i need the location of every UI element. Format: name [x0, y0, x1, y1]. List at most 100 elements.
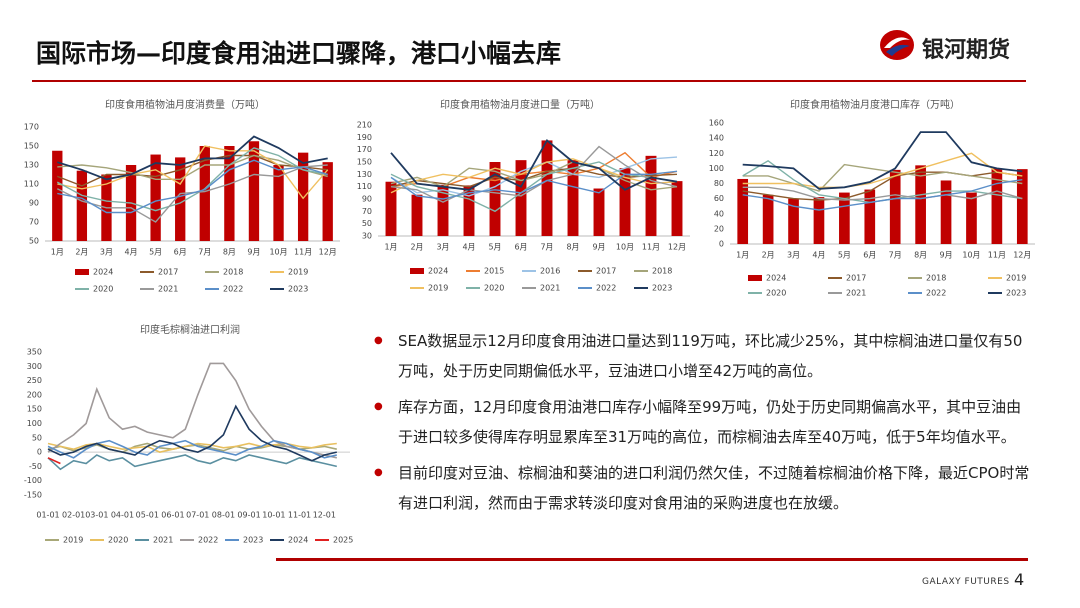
y-tick-label: 130	[357, 170, 372, 179]
x-tick-label: 8月	[914, 251, 927, 260]
y-tick-label: 50	[362, 219, 372, 228]
legend-label: 2020	[484, 284, 504, 293]
bar	[671, 181, 683, 236]
x-tick-label: 9月	[592, 243, 605, 252]
bar	[915, 165, 926, 244]
x-tick-label: 10月	[269, 248, 287, 257]
bar	[463, 185, 475, 236]
legend-label: 2024	[288, 536, 308, 545]
logo-text: 银河期货	[922, 38, 1011, 63]
x-tick-label: 02-01	[62, 511, 85, 520]
line-series	[47, 362, 337, 459]
x-tick-label: 6月	[863, 251, 876, 260]
x-tick-label: 05-01	[136, 511, 159, 520]
bar	[515, 160, 527, 236]
y-tick-label: 100	[27, 419, 42, 428]
line-series	[390, 158, 678, 194]
legend-label: 2020	[108, 536, 128, 545]
y-tick-label: 150	[357, 158, 372, 167]
y-tick-label: 130	[24, 161, 39, 170]
bullet-list: SEA数据显示12月印度食用油进口量达到119万吨，环比减少25%，其中棕榈油进…	[372, 326, 1034, 524]
x-tick-label: 04-01	[111, 511, 134, 520]
x-tick-label: 12月	[668, 243, 686, 252]
legend-label: 2022	[198, 536, 218, 545]
bar	[273, 165, 284, 241]
x-tick-label: 03-01	[85, 511, 108, 520]
y-tick-label: 30	[362, 232, 372, 241]
x-tick-label: 10月	[616, 243, 634, 252]
bar	[385, 181, 397, 236]
x-tick-label: 3月	[100, 248, 113, 257]
y-tick-label: 0	[719, 240, 724, 249]
legend-swatch	[410, 268, 424, 274]
bar	[175, 157, 186, 241]
legend-label: 2018	[652, 267, 672, 276]
legend-label: 2022	[596, 284, 616, 293]
y-tick-label: -50	[29, 462, 42, 471]
bar	[813, 197, 825, 244]
legend-label: 2025	[333, 536, 353, 545]
line-series	[742, 186, 1023, 201]
x-tick-label: 09-01	[237, 511, 260, 520]
y-tick-label: 350	[27, 348, 42, 357]
legend-label: 2017	[596, 267, 616, 276]
y-tick-label: -150	[24, 491, 42, 500]
line-series	[57, 135, 328, 181]
line-series	[57, 145, 329, 200]
bullet: 库存方面，12月印度食用油港口库存小幅降至99万吨，仍处于历史同期偏高水平，其中…	[372, 392, 1034, 452]
x-tick-label: 7月	[198, 248, 211, 257]
legend-label: 2024	[428, 267, 448, 276]
x-tick-label: 12月	[1013, 251, 1031, 260]
y-tick-label: 200	[27, 390, 42, 399]
y-tick-label: 120	[709, 149, 724, 158]
x-tick-label: 4月	[124, 248, 137, 257]
x-tick-label: 3月	[787, 251, 800, 260]
x-tick-label: 4月	[812, 251, 825, 260]
legend-label: 2023	[1006, 289, 1026, 298]
bar	[788, 198, 799, 244]
x-tick-label: 12-01	[313, 511, 336, 520]
y-tick-label: 20	[714, 224, 724, 233]
bar	[150, 154, 161, 241]
x-tick-label: 3月	[436, 243, 449, 252]
bar	[940, 180, 952, 244]
bar	[966, 192, 977, 244]
bar	[889, 169, 901, 244]
legend-label: 2022	[223, 285, 243, 294]
bullet: 目前印度对豆油、棕榈油和葵油的进口利润仍然欠佳，不过随着棕榈油价格下降，最近CP…	[372, 458, 1034, 518]
x-tick-label: 07-01	[186, 511, 209, 520]
y-tick-label: 140	[709, 134, 724, 143]
chart-title: 印度毛棕榈油进口利润	[140, 323, 240, 336]
page-number: 4	[1014, 570, 1025, 589]
y-tick-label: 190	[357, 133, 372, 142]
logo-icon	[880, 30, 914, 60]
line-series	[742, 171, 1023, 201]
y-tick-label: 100	[709, 164, 724, 173]
x-tick-label: 5月	[488, 243, 501, 252]
bar	[411, 194, 423, 236]
line-series	[57, 154, 328, 180]
header-rule	[32, 80, 1026, 82]
y-tick-label: 90	[362, 195, 372, 204]
legend-label: 2019	[63, 536, 83, 545]
x-tick-label: 11月	[294, 248, 312, 257]
x-tick-label: 1月	[51, 248, 64, 257]
legend-label: 2021	[540, 284, 560, 293]
line-series	[56, 147, 328, 212]
bar	[593, 188, 605, 236]
y-tick-label: 80	[714, 179, 724, 188]
y-tick-label: 160	[709, 119, 724, 128]
bar	[762, 194, 774, 244]
chart-title: 印度食用植物油月度消费量（万吨）	[105, 98, 265, 111]
legend-label: 2022	[926, 289, 946, 298]
x-tick-label: 11月	[642, 243, 660, 252]
bar	[1016, 169, 1028, 244]
legend-label: 2019	[428, 284, 448, 293]
x-tick-label: 5月	[149, 248, 162, 257]
footer-brand: GALAXY FUTURES	[922, 577, 1010, 587]
bar	[737, 178, 749, 244]
x-tick-label: 2月	[762, 251, 775, 260]
x-tick-label: 1月	[736, 251, 749, 260]
bar	[437, 184, 449, 236]
